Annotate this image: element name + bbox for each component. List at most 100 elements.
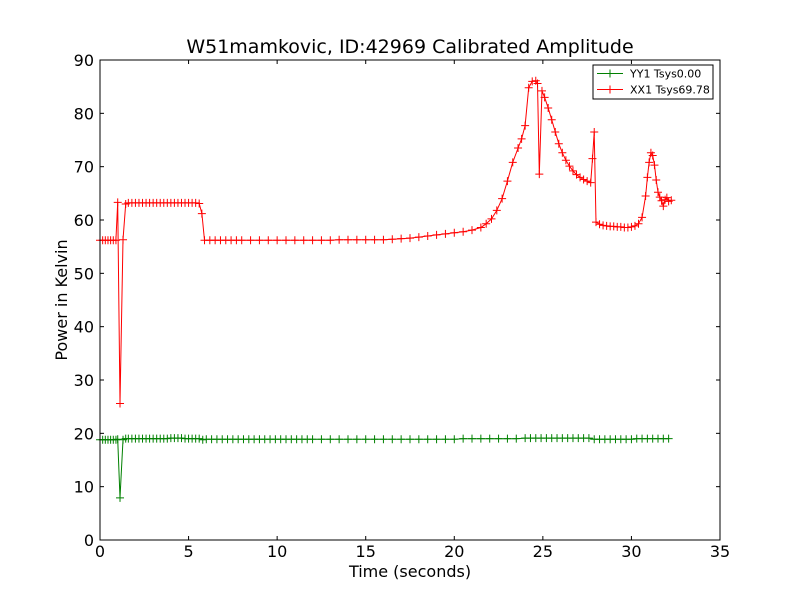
data-point: [335, 235, 344, 244]
data-point: [565, 162, 574, 171]
data-point: [643, 173, 652, 182]
data-point: [273, 236, 282, 245]
data-point: [627, 435, 636, 444]
data-point: [664, 434, 673, 443]
data-point: [485, 434, 494, 443]
data-point: [119, 235, 128, 244]
data-point: [352, 435, 361, 444]
data-point: [667, 196, 676, 205]
data-point: [641, 192, 650, 200]
data-point: [558, 148, 567, 157]
data-point: [540, 93, 549, 102]
data-point: [326, 236, 335, 245]
legend-label: YY1 Tsys0.00: [629, 68, 701, 81]
x-tick-label: 20: [444, 542, 464, 561]
data-point: [388, 435, 397, 444]
data-point: [423, 232, 432, 240]
data-point: [111, 435, 120, 444]
data-point: [595, 220, 604, 229]
data-point: [317, 435, 326, 444]
legend-entry: YY1 Tsys0.00: [597, 68, 701, 81]
data-point: [588, 154, 597, 163]
data-point: [198, 435, 207, 444]
data-point: [379, 235, 388, 244]
x-axis-label: Time (seconds): [348, 562, 471, 581]
data-point: [450, 435, 459, 444]
data-point: [508, 158, 517, 167]
data-point: [623, 223, 632, 232]
plot-area: [96, 76, 676, 502]
data-point: [450, 228, 459, 237]
data-point: [468, 434, 476, 443]
data-point: [579, 175, 588, 184]
data-point: [584, 434, 593, 443]
data-point: [290, 236, 299, 245]
data-point: [379, 435, 388, 444]
data-point: [654, 188, 662, 197]
data-point: [512, 434, 521, 443]
data-point: [361, 235, 370, 244]
legend-box: [592, 64, 714, 100]
data-point: [521, 121, 530, 130]
x-tick-label: 10: [267, 542, 287, 561]
data-point: [406, 234, 414, 243]
legend-label: XX1 Tsys69.78: [630, 84, 710, 97]
data-point: [616, 222, 625, 231]
data-point: [308, 236, 317, 245]
data-point: [344, 235, 352, 244]
data-point: [517, 134, 526, 143]
data-point: [432, 435, 441, 444]
data-point: [537, 86, 546, 95]
x-tick-label: 5: [183, 542, 193, 561]
data-point: [602, 221, 611, 230]
data-point: [299, 236, 308, 245]
x-tick-label: 35: [710, 542, 730, 561]
data-point: [111, 236, 120, 245]
data-point: [197, 209, 206, 218]
data-point: [498, 194, 507, 203]
chart-title: W51mamkovic, ID:42969 Calibrated Amplitu…: [186, 36, 633, 58]
data-point: [576, 173, 585, 182]
legend-entry: XX1 Tsys69.78: [597, 84, 710, 97]
y-tick-label: 60: [74, 211, 94, 230]
y-tick-label: 30: [74, 371, 94, 390]
data-point: [533, 79, 542, 88]
data-point: [586, 178, 595, 187]
data-point: [163, 434, 172, 443]
data-point: [568, 166, 577, 175]
data-point: [191, 198, 200, 207]
data-point: [638, 213, 647, 222]
x-axis: 0 5 10 15 20 25 30 35: [95, 60, 730, 561]
data-point: [503, 434, 512, 443]
y-axis-label: Power in Kelvin: [52, 239, 71, 360]
data-point: [554, 139, 563, 148]
data-point: [361, 435, 370, 444]
data-point: [627, 222, 636, 231]
data-point: [551, 128, 560, 136]
data-point: [264, 236, 273, 245]
legend-swatch-marker: [606, 69, 614, 78]
data-point: [599, 221, 608, 230]
data-point: [592, 218, 600, 227]
plot-frame: [99, 59, 721, 541]
data-point: [116, 399, 125, 408]
y-tick-label: 40: [74, 318, 94, 337]
data-point: [514, 144, 523, 152]
data-point: [544, 104, 553, 112]
x-tick-label: 15: [356, 542, 376, 561]
data-point: [406, 435, 414, 444]
data-point: [335, 435, 344, 444]
data-point: [583, 177, 592, 186]
data-point: [492, 206, 501, 215]
data-point: [503, 177, 512, 186]
data-point: [255, 236, 264, 245]
data-point: [609, 222, 618, 231]
data-point: [662, 193, 671, 202]
data-point: [661, 195, 670, 204]
data-point: [414, 233, 423, 242]
y-tick-label: 70: [74, 158, 94, 177]
x-tick-label: 0: [95, 542, 105, 561]
y-tick-label: 50: [74, 264, 94, 283]
